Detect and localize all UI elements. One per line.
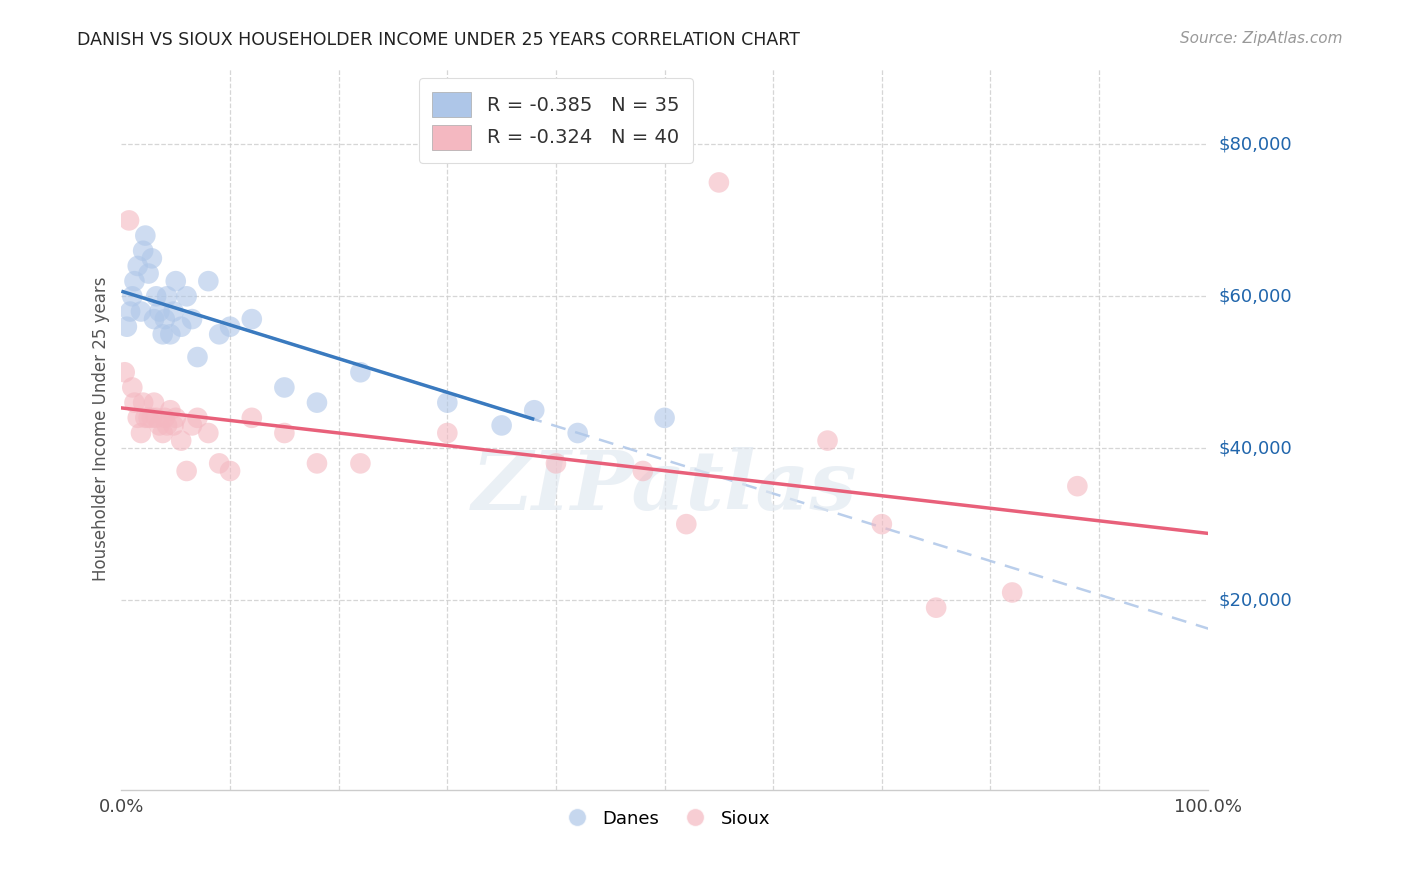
Text: $40,000: $40,000 [1219, 439, 1292, 458]
Point [523, 403, 546, 417]
Point [273, 380, 295, 394]
Point [170, 319, 193, 334]
Point [181, 418, 204, 433]
Point [162, 304, 184, 318]
Point [141, 410, 163, 425]
Point [219, 319, 242, 334]
Point [817, 434, 839, 448]
Point [186, 410, 208, 425]
Point [349, 456, 371, 470]
Point [159, 403, 181, 417]
Point [143, 395, 166, 409]
Point [145, 289, 167, 303]
Point [170, 434, 193, 448]
Point [707, 176, 730, 190]
Point [132, 395, 155, 409]
Point [124, 274, 146, 288]
Point [156, 418, 179, 433]
Point [152, 327, 174, 342]
Point [436, 395, 458, 409]
Point [145, 410, 167, 425]
Point [240, 312, 263, 326]
Point [567, 425, 589, 440]
Point [120, 304, 142, 318]
Legend: Danes, Sioux: Danes, Sioux [551, 803, 778, 835]
Point [197, 274, 219, 288]
Point [115, 319, 138, 334]
Point [208, 327, 231, 342]
Point [305, 395, 328, 409]
Point [273, 425, 295, 440]
Point [129, 304, 152, 318]
Point [925, 600, 948, 615]
Point [654, 410, 676, 425]
Text: DANISH VS SIOUX HOUSEHOLDER INCOME UNDER 25 YEARS CORRELATION CHART: DANISH VS SIOUX HOUSEHOLDER INCOME UNDER… [77, 31, 800, 49]
Point [134, 410, 156, 425]
Point [870, 517, 893, 532]
Point [197, 425, 219, 440]
Point [152, 425, 174, 440]
Point [127, 410, 149, 425]
Point [165, 274, 187, 288]
Point [162, 418, 184, 433]
Point [118, 213, 141, 227]
Text: $80,000: $80,000 [1219, 136, 1292, 153]
Point [153, 410, 176, 425]
Text: Source: ZipAtlas.com: Source: ZipAtlas.com [1180, 31, 1343, 46]
Y-axis label: Householder Income Under 25 years: Householder Income Under 25 years [93, 277, 110, 582]
Point [159, 327, 181, 342]
Point [153, 312, 176, 326]
Point [349, 365, 371, 379]
Point [156, 289, 179, 303]
Point [208, 456, 231, 470]
Point [491, 418, 513, 433]
Point [121, 289, 143, 303]
Point [1066, 479, 1088, 493]
Point [219, 464, 242, 478]
Point [1001, 585, 1024, 599]
Point [114, 365, 136, 379]
Point [127, 259, 149, 273]
Point [181, 312, 204, 326]
Point [134, 228, 156, 243]
Point [436, 425, 458, 440]
Text: $20,000: $20,000 [1219, 591, 1292, 609]
Point [148, 418, 170, 433]
Point [124, 395, 146, 409]
Point [141, 252, 163, 266]
Point [176, 289, 198, 303]
Point [186, 350, 208, 364]
Point [132, 244, 155, 258]
Point [129, 425, 152, 440]
Point [305, 456, 328, 470]
Point [544, 456, 567, 470]
Text: $60,000: $60,000 [1219, 287, 1292, 305]
Point [675, 517, 697, 532]
Point [165, 410, 187, 425]
Point [240, 410, 263, 425]
Point [138, 410, 160, 425]
Point [138, 267, 160, 281]
Point [631, 464, 654, 478]
Point [148, 304, 170, 318]
Text: ZIPatlas: ZIPatlas [472, 447, 858, 527]
Point [176, 464, 198, 478]
Point [143, 312, 166, 326]
Point [121, 380, 143, 394]
